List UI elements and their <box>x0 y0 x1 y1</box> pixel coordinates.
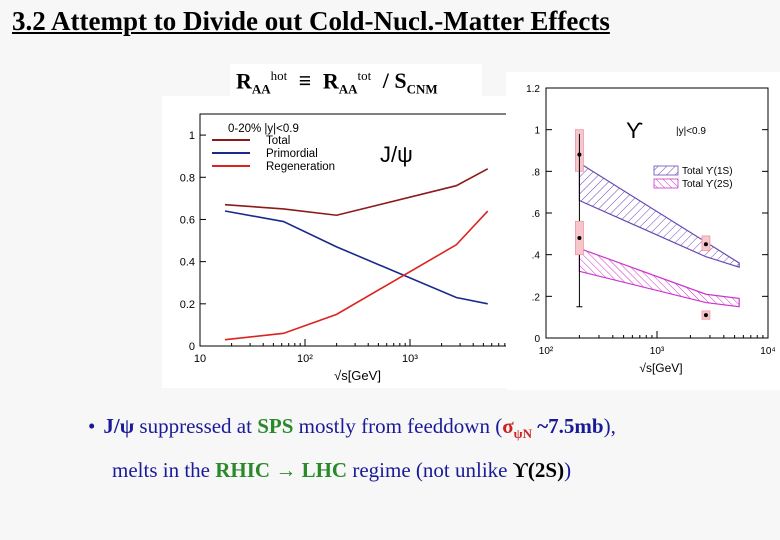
formula-rhs-sup: tot <box>357 68 372 83</box>
formula-equiv: ≡ <box>298 68 312 94</box>
upsilon-ytick-label: 1.2 <box>526 84 540 95</box>
jpsi-xtick-label: 10 <box>194 353 206 365</box>
upsilon-data-point <box>703 242 708 247</box>
jpsi-xlabel: √s[GeV] <box>334 368 381 383</box>
jpsi-ytick-label: 0.4 <box>180 257 195 269</box>
formula-s-sub: CNM <box>406 81 438 97</box>
bullet-text-2: suppressed at <box>134 414 258 438</box>
upsilon-ytick-label: 0 <box>534 334 540 345</box>
bullet-text-9: melts in the <box>112 458 216 483</box>
bullet-text-4: mostly from feeddown ( <box>293 414 503 438</box>
bullet-value: ~7.5mb <box>531 414 604 438</box>
jpsi-ytick-label: 0.8 <box>180 172 195 184</box>
bullet-sigma: σ <box>502 414 514 438</box>
upsilon-legend-label: Total ϒ(2S) <box>682 179 733 190</box>
upsilon-legend-label: Total ϒ(1S) <box>682 166 733 177</box>
jpsi-series-regeneration <box>224 210 489 341</box>
jpsi-series-total <box>224 168 489 217</box>
bullet-line-1: • J/ψ suppressed at SPS mostly from feedd… <box>88 408 616 452</box>
upsilon-data-point <box>703 313 708 318</box>
upsilon-ytick-label: .8 <box>532 167 541 178</box>
jpsi-annotation: 0-20% |y|<0.9 <box>228 123 299 135</box>
bullet-jpsi: J/ψ <box>103 414 135 438</box>
jpsi-ytick-label: 0 <box>189 341 195 353</box>
slide-title: 3.2 Attempt to Divide out Cold-Nucl.-Mat… <box>12 6 610 36</box>
jpsi-legend-label: Primordial <box>266 148 318 160</box>
bullet-text-8: ), <box>603 414 616 438</box>
bullet-sps: SPS <box>257 414 294 438</box>
upsilon-annotation: |y|<0.9 <box>676 126 706 137</box>
formula-box: RAAhot ≡ RAAtot / SCNM <box>230 64 482 98</box>
bullet-text: • J/ψ suppressed at SPS mostly from feedd… <box>88 408 616 488</box>
formula-rhs-sub: AA <box>338 81 358 97</box>
jpsi-chart-title: J/ψ <box>380 142 413 167</box>
upsilon-legend-swatch <box>653 178 679 189</box>
formula-lhs-sub: AA <box>251 81 271 97</box>
jpsi-ytick-label: 0.6 <box>180 214 195 226</box>
jpsi-xtick-label: 10² <box>297 353 313 365</box>
bullet-sigma-sub: ψN <box>513 426 532 442</box>
jpsi-chart-panel: 00.20.40.60.811010²10³10⁴√s[GeV]TotalPri… <box>162 96 524 388</box>
jpsi-ytick-label: 1 <box>189 130 195 142</box>
bullet-rhic-lhc: RHIC → LHC <box>215 458 348 483</box>
bullet-text-11: regime (not unlike <box>347 458 513 483</box>
upsilon-ytick-label: .4 <box>532 251 541 262</box>
upsilon-ytick-label: .6 <box>532 209 541 220</box>
bullet-upsilon-2s: ϒ(2S) <box>512 458 565 483</box>
bullet-line-2: melts in the RHIC → LHC regime (not unli… <box>88 452 616 488</box>
jpsi-plot-frame <box>199 113 516 347</box>
formula-lhs-sup: hot <box>270 68 288 83</box>
jpsi-xtick-label: 10³ <box>402 353 418 365</box>
bullet-text-13: ) <box>564 458 572 483</box>
upsilon-data-point <box>577 236 582 240</box>
upsilon-legend-swatch <box>653 165 679 176</box>
formula-rhs: R <box>322 68 339 94</box>
jpsi-legend-label: Total <box>266 135 290 147</box>
jpsi-series-primordial <box>224 210 488 305</box>
upsilon-xtick-label: 10³ <box>650 346 665 357</box>
upsilon-chart-panel: 0 .2 .4 .6 .8 1 1.2 10² 10³ 10⁴ √s[GeV] Total ϒ(1S)… <box>506 72 780 390</box>
upsilon-chart: 0 .2 .4 .6 .8 1 1.2 10² 10³ 10⁴ √s[GeV] Total ϒ(1S)… <box>526 84 776 375</box>
upsilon-chart-title: ϒ <box>626 118 643 143</box>
upsilon-ytick-label: .2 <box>532 292 541 303</box>
upsilon-xtick-label: 10² <box>539 346 554 357</box>
upsilon-xtick-label: 10⁴ <box>760 346 775 357</box>
upsilon-ytick-label: 1 <box>534 126 540 137</box>
jpsi-chart: 00.20.40.60.811010²10³10⁴√s[GeV]TotalPri… <box>180 113 524 383</box>
upsilon-data-point <box>577 152 582 157</box>
jpsi-legend-label: Regeneration <box>266 161 335 173</box>
upsilon-xlabel: √s[GeV] <box>639 361 682 375</box>
formula-slash: / S <box>382 68 407 94</box>
jpsi-ytick-label: 0.2 <box>180 299 195 311</box>
bullet-dot: • <box>88 414 96 438</box>
formula-lhs: R <box>236 68 252 94</box>
